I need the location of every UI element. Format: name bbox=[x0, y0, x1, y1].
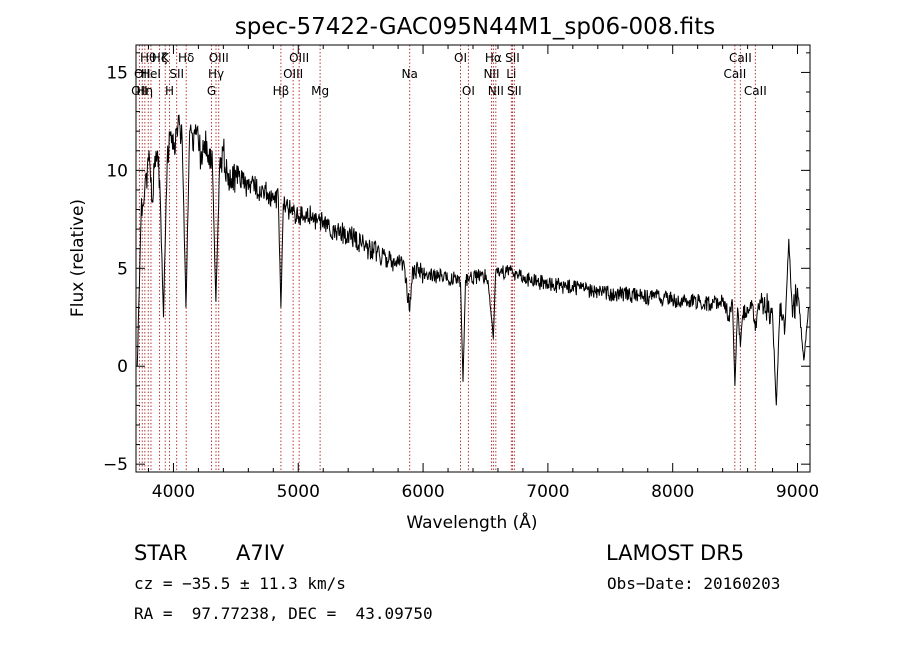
spectral-line-label: CaII bbox=[729, 51, 752, 65]
spectral-line-label: Na bbox=[402, 67, 418, 81]
object-type: STAR bbox=[134, 541, 188, 565]
spectral-line-label: HeI bbox=[141, 67, 161, 81]
chart-title: spec-57422-GAC095N44M1_sp06-008.fits bbox=[235, 14, 715, 40]
x-tick-label: 6000 bbox=[401, 482, 444, 502]
spectral-line-label: Li bbox=[506, 67, 516, 81]
spectral-line-label: OI bbox=[454, 51, 467, 65]
spectral-line-label: SII bbox=[505, 51, 520, 65]
observation-date: Obs−Date: 20160203 bbox=[607, 574, 781, 593]
y-tick-label: 10 bbox=[106, 161, 128, 181]
x-tick-label: 7000 bbox=[526, 482, 569, 502]
spectral-line-label: OII bbox=[131, 84, 148, 98]
x-tick-label: 4000 bbox=[152, 482, 195, 502]
coordinates: RA = 97.77238, DEC = 43.09750 bbox=[134, 604, 433, 623]
spectral-line-label: CaII bbox=[744, 84, 767, 98]
spectral-line-label: NII bbox=[488, 84, 504, 98]
spectrum-line bbox=[136, 114, 810, 406]
spectral-line-labels: OIIOIIHηHθHeIHζKHSIIHδGHγOIIIHβOIIIOIIIM… bbox=[131, 51, 767, 98]
spectral-line-label: CaII bbox=[723, 67, 746, 81]
spectral-line-label: OIII bbox=[289, 51, 309, 65]
spectral-line-label: K bbox=[161, 51, 170, 65]
spectrum-series bbox=[136, 114, 810, 406]
y-tick-label: −5 bbox=[103, 455, 128, 475]
spectral-line-label: Mg bbox=[311, 84, 329, 98]
spectral-line-label: NII bbox=[483, 67, 499, 81]
plot-axes: 4000 5000 6000 7000 8000 9000 −5 0 5 10 15 bbox=[103, 44, 819, 502]
spectral-line-label: SII bbox=[507, 84, 522, 98]
spectral-line-label: Hγ bbox=[208, 67, 224, 81]
x-axis-label: Wavelength (Å) bbox=[406, 511, 537, 533]
y-tick-label: 5 bbox=[117, 259, 128, 279]
spectral-subclass: A7IV bbox=[236, 541, 285, 565]
spectral-line-label: Hθ bbox=[140, 51, 156, 65]
spectral-line-markers bbox=[138, 45, 756, 472]
spectral-line-label: OII bbox=[134, 67, 151, 81]
x-tick-label: 5000 bbox=[277, 482, 320, 502]
x-tick-label: 8000 bbox=[651, 482, 694, 502]
x-tick-label: 9000 bbox=[776, 482, 819, 502]
spectral-line-label: OIII bbox=[283, 67, 303, 81]
spectral-line-label: H bbox=[165, 84, 174, 98]
spectral-line-label: Hζ bbox=[152, 51, 168, 65]
y-tick-label: 0 bbox=[117, 357, 128, 377]
spectral-line-label: OIII bbox=[209, 51, 229, 65]
spectral-line-label: Hδ bbox=[178, 51, 194, 65]
spectral-line-label: Hα bbox=[485, 51, 502, 65]
spectral-line-label: Hβ bbox=[273, 84, 290, 98]
plot-frame bbox=[135, 44, 811, 473]
spectral-line-label: SII bbox=[169, 67, 184, 81]
spectral-line-label: OI bbox=[462, 84, 475, 98]
y-tick-label: 15 bbox=[106, 63, 128, 83]
survey-name: LAMOST DR5 bbox=[606, 541, 745, 565]
spectral-line-label: Hη bbox=[137, 84, 154, 98]
y-axis-label: Flux (relative) bbox=[68, 199, 88, 317]
redshift-velocity: cz = −35.5 ± 11.3 km/s bbox=[134, 574, 346, 593]
spectral-line-label: G bbox=[207, 84, 216, 98]
